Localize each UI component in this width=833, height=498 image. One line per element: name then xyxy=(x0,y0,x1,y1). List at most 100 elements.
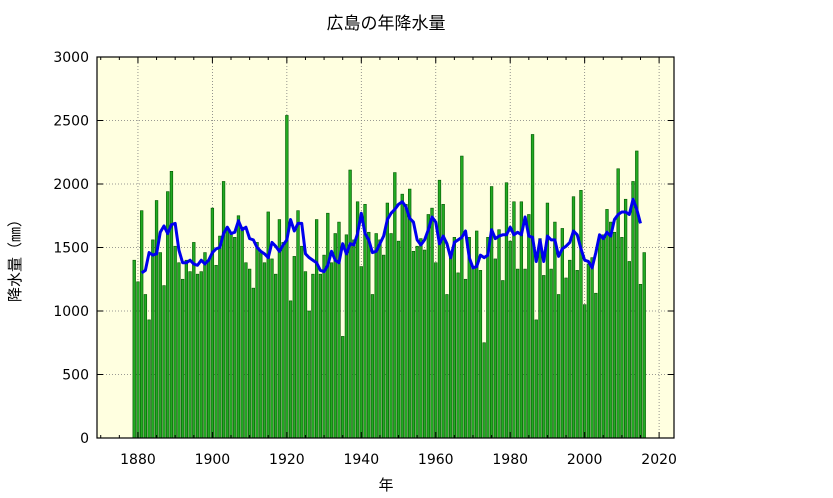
bar-2006 xyxy=(605,209,609,439)
bar-1924 xyxy=(300,245,304,439)
bar-1887 xyxy=(162,285,166,439)
bar-1910 xyxy=(247,268,252,439)
bar-1936 xyxy=(344,234,349,439)
bar-2004 xyxy=(597,237,602,439)
bar-1956 xyxy=(419,238,423,439)
bar-1889 xyxy=(169,171,174,439)
y-tick-label: 2000 xyxy=(53,177,89,193)
bar-2014 xyxy=(635,150,639,439)
bar-1998 xyxy=(575,270,579,439)
bar-1968 xyxy=(463,278,468,439)
bar-2008 xyxy=(612,231,617,439)
axis-ticks: 0 500 1000 1500 2000 2500 3000 1880 1900 1920 1940… xyxy=(53,50,677,468)
chart-title: 広島の年降水量 xyxy=(327,14,446,34)
bar-1974 xyxy=(486,237,490,439)
bar-1964 xyxy=(449,254,453,439)
bar-1906 xyxy=(233,237,237,439)
x-tick-label: 1880 xyxy=(120,452,156,468)
bar-1916 xyxy=(270,258,274,439)
bar-1967 xyxy=(460,155,464,439)
bar-1919 xyxy=(281,242,285,439)
bar-1973 xyxy=(482,342,486,439)
bar-1890 xyxy=(173,245,177,439)
bar-2012 xyxy=(627,261,631,439)
bar-1993 xyxy=(556,294,561,439)
bar-1947 xyxy=(385,202,390,439)
bar-1927 xyxy=(311,273,315,439)
x-tick-label: 1920 xyxy=(269,452,305,468)
bar-1943 xyxy=(370,294,375,439)
bar-1911 xyxy=(251,287,255,439)
x-tick-label: 2000 xyxy=(567,452,603,468)
bar-1881 xyxy=(140,210,144,439)
y-axis-label: 降水量（㎜） xyxy=(6,212,24,302)
bar-1983 xyxy=(519,201,524,439)
bar-1985 xyxy=(527,214,531,439)
bar-1880 xyxy=(136,281,140,439)
bar-1938 xyxy=(352,239,356,439)
bar-1959 xyxy=(430,207,434,439)
bar-1961 xyxy=(437,179,442,439)
bar-1886 xyxy=(158,252,162,439)
bar-1907 xyxy=(236,215,241,439)
x-tick-label: 2020 xyxy=(641,452,677,468)
y-tick-label: 1000 xyxy=(53,304,89,320)
y-tick-label: 2500 xyxy=(53,114,89,130)
bar-1922 xyxy=(292,256,296,439)
y-tick-label: 1500 xyxy=(53,241,89,257)
bar-1945 xyxy=(378,239,382,439)
bar-1970 xyxy=(471,267,475,439)
bar-1925 xyxy=(303,271,308,439)
bar-1975 xyxy=(489,186,494,439)
bar-1953 xyxy=(408,188,412,439)
bar-1957 xyxy=(422,249,427,439)
bar-1893 xyxy=(184,259,188,439)
bar-1901 xyxy=(214,264,218,439)
bar-1946 xyxy=(381,254,386,439)
bar-1978 xyxy=(501,280,505,439)
bar-1898 xyxy=(203,252,207,439)
bar-2015 xyxy=(638,284,643,439)
bar-1885 xyxy=(154,200,159,439)
bar-1895 xyxy=(192,242,196,439)
bar-2000 xyxy=(583,304,587,439)
bar-1984 xyxy=(523,268,527,439)
x-tick-label: 1980 xyxy=(492,452,528,468)
bar-1928 xyxy=(314,219,319,439)
bar-1921 xyxy=(288,300,293,439)
bar-1930 xyxy=(322,254,326,439)
bar-1933 xyxy=(333,233,337,439)
y-tick-label: 3000 xyxy=(53,50,89,66)
bar-2005 xyxy=(601,234,605,439)
bar-1951 xyxy=(400,193,404,439)
x-tick-label: 1960 xyxy=(418,452,454,468)
bar-1979 xyxy=(504,182,509,439)
bar-2016 xyxy=(642,252,646,439)
bar-1905 xyxy=(229,231,233,439)
bar-1931 xyxy=(326,212,330,439)
bar-1935 xyxy=(341,336,345,439)
bar-1892 xyxy=(180,278,185,439)
bar-1960 xyxy=(434,262,438,439)
bar-2009 xyxy=(616,168,620,439)
x-tick-label: 1900 xyxy=(195,452,231,468)
bar-1908 xyxy=(240,226,244,439)
bar-2002 xyxy=(590,257,594,439)
bar-2001 xyxy=(586,263,591,439)
bar-1982 xyxy=(516,268,520,439)
bar-1954 xyxy=(411,251,416,439)
bar-1994 xyxy=(560,228,564,439)
bar-1941 xyxy=(363,204,367,439)
bar-1909 xyxy=(244,262,248,439)
bar-1987 xyxy=(534,319,538,439)
bar-1926 xyxy=(307,310,311,439)
bar-1937 xyxy=(348,169,352,439)
bar-1882 xyxy=(143,294,148,439)
bar-1929 xyxy=(318,273,322,439)
bar-1965 xyxy=(452,237,457,439)
bar-series xyxy=(132,115,646,439)
bar-2003 xyxy=(594,292,598,439)
bar-1894 xyxy=(188,271,192,439)
